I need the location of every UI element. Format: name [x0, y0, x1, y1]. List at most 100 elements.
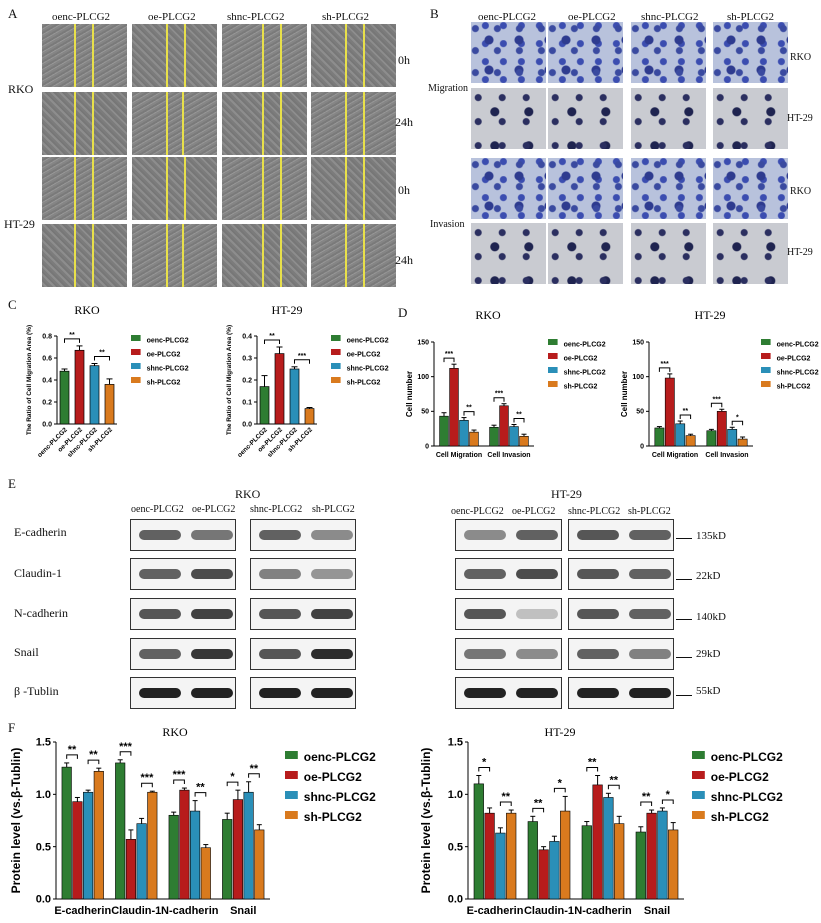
scratch-image — [132, 92, 217, 155]
bar — [459, 420, 469, 447]
panel-a-group-ht29: HT-29 — [4, 217, 35, 231]
panel-a-col-2: shnc-PLCG2 — [227, 11, 285, 23]
sig-label: ** — [196, 782, 205, 794]
x-tick-label: Claudin-1 — [111, 905, 161, 917]
y-tick-label: 50 — [636, 409, 644, 416]
x-tick-label: Cell Invasion — [487, 452, 530, 459]
scratch-image — [222, 24, 307, 87]
sig-bracket — [64, 338, 80, 343]
legend-swatch — [692, 791, 705, 799]
bar — [243, 791, 254, 900]
panel-b-row-3: HT-29 — [787, 247, 813, 258]
size-tick — [676, 619, 692, 620]
blot-strip — [130, 598, 236, 630]
legend-swatch — [331, 377, 341, 383]
panel-c-letter: C — [8, 297, 17, 312]
wound-outline — [74, 224, 94, 287]
y-tick-label: 150 — [632, 339, 644, 346]
y-axis-label: The Ratio of Cell Migration Area (%) — [226, 325, 233, 435]
blot-strip — [250, 519, 356, 551]
y-tick-label: 100 — [417, 374, 429, 381]
sig-bracket — [607, 784, 620, 790]
transwell-image — [471, 223, 546, 284]
chart-title: RKO — [475, 308, 501, 322]
bar — [439, 415, 449, 447]
bar — [449, 368, 459, 447]
panel-a-row-0: 0h — [398, 53, 410, 67]
sig-label: * — [230, 771, 235, 783]
blot-band — [139, 649, 181, 659]
sig-bracket — [194, 792, 207, 797]
blot-band — [577, 649, 619, 659]
blot-band — [577, 530, 619, 540]
panel-e-letter: E — [8, 476, 16, 491]
bar — [489, 426, 499, 447]
legend-label: sh-PLCG2 — [147, 379, 181, 386]
rko-lane-0: oenc-PLCG2 — [131, 504, 184, 515]
panel-b-group-invasion: Invasion — [430, 219, 465, 230]
blot-band — [629, 688, 671, 698]
x-tick-label: E-cadherin — [467, 905, 524, 917]
wound-outline — [262, 224, 282, 287]
scratch-image — [222, 92, 307, 155]
sig-label: ** — [89, 749, 98, 761]
bar — [716, 411, 727, 447]
y-tick-label: 0.0 — [42, 421, 52, 428]
blot-strip — [568, 598, 674, 630]
bar — [603, 797, 614, 900]
legend-label: shnc-PLCG2 — [777, 369, 819, 376]
bar — [685, 435, 696, 447]
transwell-image — [548, 223, 623, 284]
sig-bracket — [532, 807, 545, 813]
blot-band — [139, 688, 181, 698]
sig-bracket — [499, 801, 512, 807]
wound-outline — [262, 92, 282, 155]
blot-band — [577, 688, 619, 698]
panel-a-row-1: 24h — [395, 115, 413, 129]
transwell-image — [548, 158, 623, 219]
y-axis-label: Protein level (vs.β-Tublin) — [419, 748, 433, 894]
legend-swatch — [548, 367, 558, 373]
bar — [289, 368, 300, 425]
blot-band — [516, 609, 558, 619]
x-tick-label: Cell Migration — [652, 452, 698, 459]
blot-strip — [455, 677, 562, 709]
chart-title: RKO — [162, 725, 188, 739]
legend-swatch — [285, 811, 298, 819]
sig-label: ** — [99, 350, 105, 357]
legend-swatch — [285, 791, 298, 799]
sig-bracket — [141, 782, 153, 788]
bar — [168, 814, 179, 900]
bar — [89, 365, 100, 425]
scratch-image — [222, 157, 307, 220]
blot-strip — [455, 638, 562, 670]
x-tick-label: Snail — [644, 905, 670, 917]
panel-b-col-0: oenc-PLCG2 — [478, 11, 537, 23]
wound-outline — [166, 24, 186, 87]
blot-band — [259, 609, 301, 619]
legend-label: sh-PLCG2 — [711, 810, 769, 824]
legend-swatch — [548, 339, 558, 345]
chart-f-rko: 0.0 0.5 1.0 1.5 RKO Protein level (vs.β-Tubli… — [9, 725, 376, 917]
size-tick — [676, 538, 692, 539]
legend-label: sh-PLCG2 — [304, 810, 362, 824]
scratch-image — [42, 24, 127, 87]
blot-band — [191, 688, 233, 698]
panel-a-col-0: oenc-PLCG2 — [52, 11, 111, 23]
blot-band — [191, 609, 233, 619]
bar — [469, 431, 479, 447]
chart-title: RKO — [74, 303, 100, 317]
scratch-image — [222, 224, 307, 287]
sig-label: ** — [502, 791, 511, 803]
panel-f-letter: F — [8, 720, 16, 735]
bar — [509, 426, 519, 447]
panel-b-row-1: HT-29 — [787, 113, 813, 124]
y-axis-label: Cell number — [620, 371, 629, 417]
legend-label: oenc-PLCG2 — [304, 750, 376, 764]
scratch-image — [132, 157, 217, 220]
sig-bracket — [661, 799, 674, 804]
blot-band — [464, 530, 506, 540]
size-55kd: 55kD — [696, 685, 721, 697]
blot-band — [311, 649, 353, 659]
chart-f-ht29: 0.0 0.5 1.0 1.5 HT-29 Protein level (vs.β-Tub… — [419, 725, 783, 917]
